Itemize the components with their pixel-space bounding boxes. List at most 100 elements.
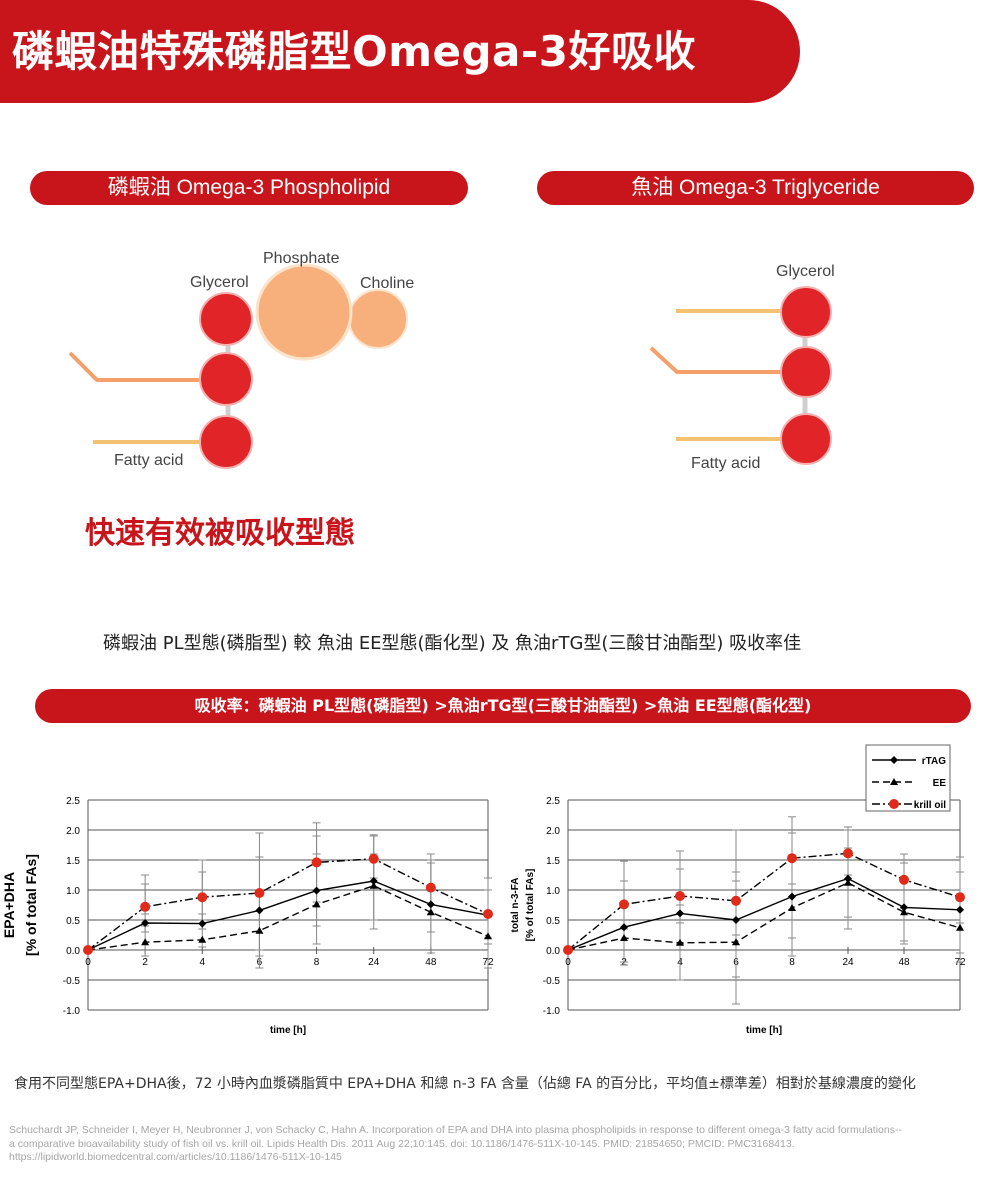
data-point-krill-oil — [731, 895, 741, 906]
fatty-acid-label-right: Fatty acid — [691, 455, 760, 472]
glycerol-circle-2 — [199, 352, 253, 406]
data-point-rtag — [732, 916, 740, 924]
data-point-krill-oil — [368, 853, 379, 864]
comparison-text: 磷蝦油 PL型態(磷脂型) 較 魚油 EE型態(酯化型) 及 魚油rTG型(三酸… — [103, 633, 802, 654]
y-tick-label: -1.0 — [543, 1006, 561, 1017]
data-point-ee — [426, 908, 435, 916]
data-point-krill-oil — [787, 853, 797, 864]
y-tick-label: -0.5 — [63, 976, 81, 987]
x-axis-label: time [h] — [746, 1025, 782, 1036]
data-point-krill-oil — [483, 909, 493, 919]
data-point-ee — [484, 932, 492, 940]
y-axis-label: [% of total FAs] — [23, 854, 39, 956]
y-tick-label: 0.5 — [66, 916, 80, 927]
data-point-krill-oil — [843, 848, 853, 859]
data-point-ee — [369, 881, 378, 889]
data-point-ee — [676, 938, 684, 946]
y-tick-label: -1.0 — [63, 1006, 81, 1017]
reference-block: Schuchardt JP, Schneider I, Meyer H, Neu… — [9, 1124, 994, 1165]
x-tick-label: 0 — [85, 957, 91, 968]
data-point-ee — [198, 935, 207, 943]
legend-label-rtag: rTAG — [922, 756, 946, 767]
data-point-krill-oil — [563, 945, 573, 955]
data-point-rtag — [141, 919, 150, 927]
glycerol-label-left: Glycerol — [190, 274, 249, 291]
phosphate-label: Phosphate — [263, 250, 340, 267]
x-tick-label: 8 — [789, 957, 795, 968]
data-point-krill-oil — [955, 892, 965, 903]
y-tick-label: 1.5 — [66, 856, 80, 867]
series-line-ee — [567, 882, 961, 951]
krill-oil-pill: 磷蝦油 Omega-3 Phospholipid — [30, 171, 468, 205]
data-point-krill-oil — [899, 874, 909, 885]
data-point-krill-oil — [254, 888, 265, 898]
x-tick-label: 48 — [425, 957, 437, 968]
data-point-rtag — [788, 892, 796, 901]
data-point-rtag — [255, 906, 264, 915]
data-point-krill-oil — [140, 901, 151, 912]
y-tick-label: 0.0 — [546, 946, 560, 957]
data-point-ee — [255, 926, 264, 934]
reference-line-2: a comparative bioavailability study of f… — [9, 1137, 795, 1150]
y-tick-label: -0.5 — [543, 976, 561, 987]
chart-1: 2.52.01.51.00.50.0-0.5-1.002468244872tim… — [1, 796, 494, 1036]
data-point-krill-oil — [83, 945, 93, 955]
data-point-krill-oil — [675, 891, 685, 901]
fatty-acid-label-left: Fatty acid — [114, 452, 183, 469]
chart-caption: 食用不同型態EPA+DHA後，72 小時內血漿磷脂質中 EPA+DHA 和總 n… — [14, 1076, 916, 1092]
legend-label-krill-oil: krill oil — [914, 800, 946, 811]
y-tick-label: 2.5 — [66, 796, 80, 807]
glycerol-circle-r1 — [780, 286, 832, 338]
data-point-ee — [900, 908, 908, 916]
x-tick-label: 4 — [200, 957, 206, 968]
y-tick-label: 1.0 — [546, 886, 560, 897]
fatty-acid-chain-1 — [68, 351, 224, 382]
data-point-rtag — [312, 886, 321, 895]
data-point-ee — [956, 923, 964, 931]
reference-line-3: https://lipidworld.biomedcentral.com/art… — [9, 1151, 342, 1163]
chart-2: 2.52.01.51.00.50.0-0.5-1.002468244872tim… — [510, 744, 966, 1036]
phosphate-circle — [255, 263, 353, 361]
series-line-rtag — [87, 880, 489, 951]
x-tick-label: 48 — [898, 957, 910, 968]
data-point-ee — [141, 938, 150, 946]
data-point-rtag — [426, 900, 435, 909]
data-point-rtag — [369, 877, 378, 885]
tagline: 快速有效被吸收型態 — [85, 516, 355, 551]
data-point-rtag — [844, 874, 852, 883]
choline-circle — [348, 289, 408, 349]
banner-title: 磷蝦油特殊磷脂型Omega-3好吸收 — [12, 27, 697, 76]
series-line-ee — [87, 885, 489, 951]
x-tick-label: 24 — [368, 957, 380, 968]
glycerol-circle-1 — [199, 292, 253, 346]
glycerol-circle-r3 — [780, 413, 832, 465]
x-tick-label: 2 — [142, 957, 148, 968]
legend-marker — [890, 778, 898, 785]
y-axis-label: EPA+DHA — [1, 872, 17, 938]
legend-box — [865, 744, 951, 812]
absorption-ranking-bar: 吸收率：磷蝦油 PL型態(磷脂型) >魚油rTG型(三酸甘油酯型) >魚油 EE… — [35, 689, 971, 723]
data-point-krill-oil — [425, 882, 436, 893]
data-point-ee — [732, 938, 740, 946]
data-point-rtag — [198, 919, 207, 928]
data-point-rtag — [956, 905, 964, 914]
molecule-diagrams: Phosphate Glycerol Choline Fatty acid Gl… — [68, 250, 835, 472]
y-tick-label: 1.5 — [546, 856, 560, 867]
y-tick-label: 2.0 — [546, 826, 560, 837]
glycerol-label-right: Glycerol — [776, 263, 835, 280]
data-point-krill-oil — [311, 857, 322, 868]
x-tick-label: 24 — [842, 957, 854, 968]
data-point-krill-oil — [619, 899, 629, 910]
y-axis-label: total n-3-FA — [510, 878, 521, 933]
absorption-charts: 2.52.01.51.00.50.0-0.5-1.002468244872tim… — [1, 744, 966, 1036]
x-axis-label: time [h] — [270, 1025, 306, 1036]
legend-marker — [890, 756, 898, 764]
y-tick-label: 0.0 — [66, 946, 80, 957]
y-tick-label: 1.0 — [66, 886, 80, 897]
data-point-rtag — [900, 903, 908, 912]
fish-oil-pill: 魚油 Omega-3 Triglyceride — [537, 171, 974, 205]
choline-label: Choline — [360, 275, 414, 292]
data-point-rtag — [676, 909, 684, 918]
data-point-ee — [312, 900, 321, 908]
series-line-krill-oil — [87, 858, 489, 951]
